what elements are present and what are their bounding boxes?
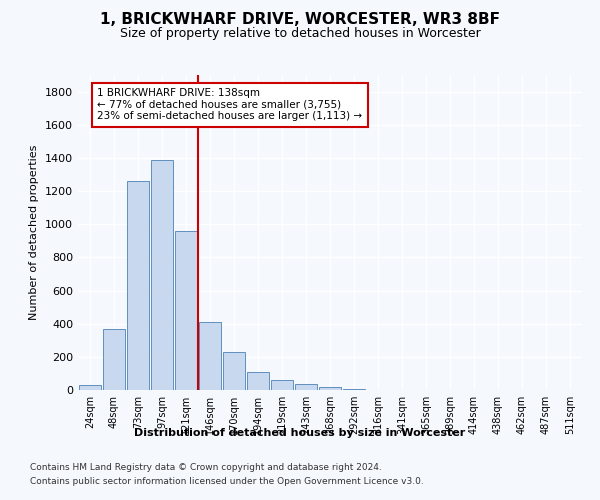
Bar — [223, 352, 245, 390]
Text: 1 BRICKWHARF DRIVE: 138sqm
← 77% of detached houses are smaller (3,755)
23% of s: 1 BRICKWHARF DRIVE: 138sqm ← 77% of deta… — [97, 88, 362, 122]
Text: Contains HM Land Registry data © Crown copyright and database right 2024.: Contains HM Land Registry data © Crown c… — [30, 462, 382, 471]
Bar — [247, 372, 269, 390]
Text: Distribution of detached houses by size in Worcester: Distribution of detached houses by size … — [134, 428, 466, 438]
Bar — [343, 389, 365, 390]
Bar — [103, 328, 125, 390]
Bar — [79, 385, 101, 390]
Bar — [199, 322, 221, 390]
Bar — [151, 160, 173, 390]
Bar — [271, 380, 293, 390]
Text: 1, BRICKWHARF DRIVE, WORCESTER, WR3 8BF: 1, BRICKWHARF DRIVE, WORCESTER, WR3 8BF — [100, 12, 500, 28]
Text: Contains public sector information licensed under the Open Government Licence v3: Contains public sector information licen… — [30, 478, 424, 486]
Bar — [295, 384, 317, 390]
Bar — [175, 231, 197, 390]
Bar — [319, 386, 341, 390]
Y-axis label: Number of detached properties: Number of detached properties — [29, 145, 40, 320]
Text: Size of property relative to detached houses in Worcester: Size of property relative to detached ho… — [119, 28, 481, 40]
Bar — [127, 181, 149, 390]
